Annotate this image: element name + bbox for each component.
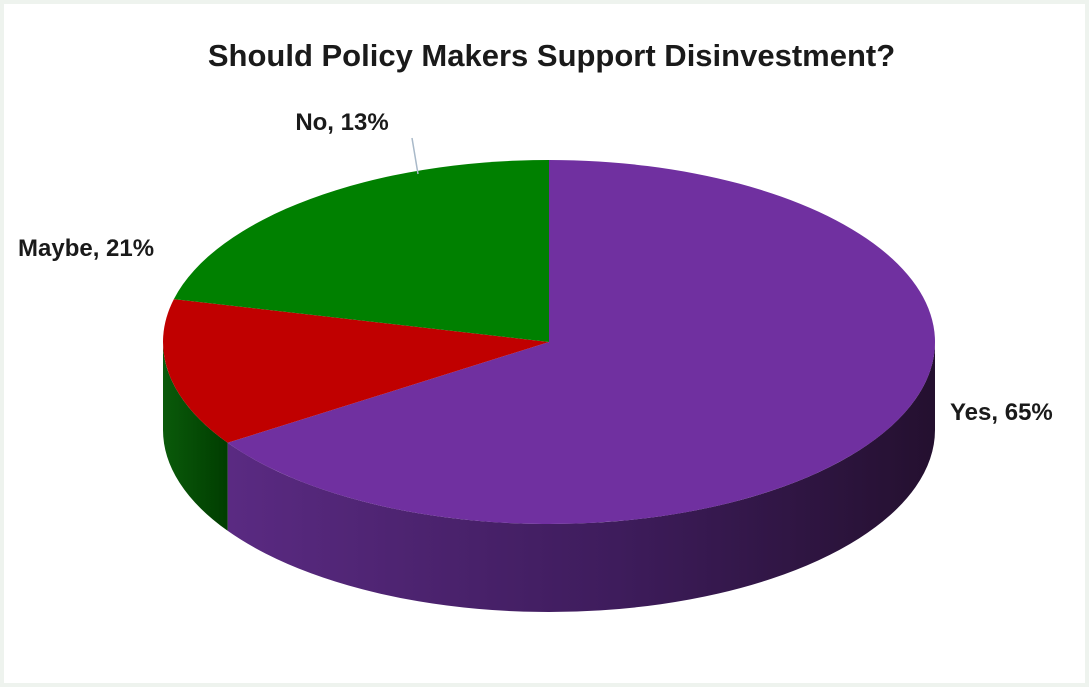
chart-title: Should Policy Makers Support Disinvestme…: [207, 38, 896, 73]
chart-frame: Should Policy Makers Support Disinvestme…: [4, 4, 1085, 683]
pie-slice-no: [163, 299, 550, 443]
pie-slice-side-yes: [227, 342, 935, 612]
pie-slice-side-maybe: [163, 342, 228, 531]
slice-label-maybe: Maybe, 21%: [18, 235, 154, 262]
pie-slice-maybe: [173, 160, 549, 342]
pie-slice-yes: [227, 160, 936, 525]
leader-line-no: [411, 137, 419, 175]
slice-label-yes: Yes, 65%: [950, 399, 1053, 426]
pie-sides: [163, 342, 935, 612]
pie-chart: No, 13% Maybe, 21% Yes, 65%: [18, 109, 1053, 612]
slice-label-no: No, 13%: [295, 109, 388, 136]
pie-top: [163, 160, 936, 525]
